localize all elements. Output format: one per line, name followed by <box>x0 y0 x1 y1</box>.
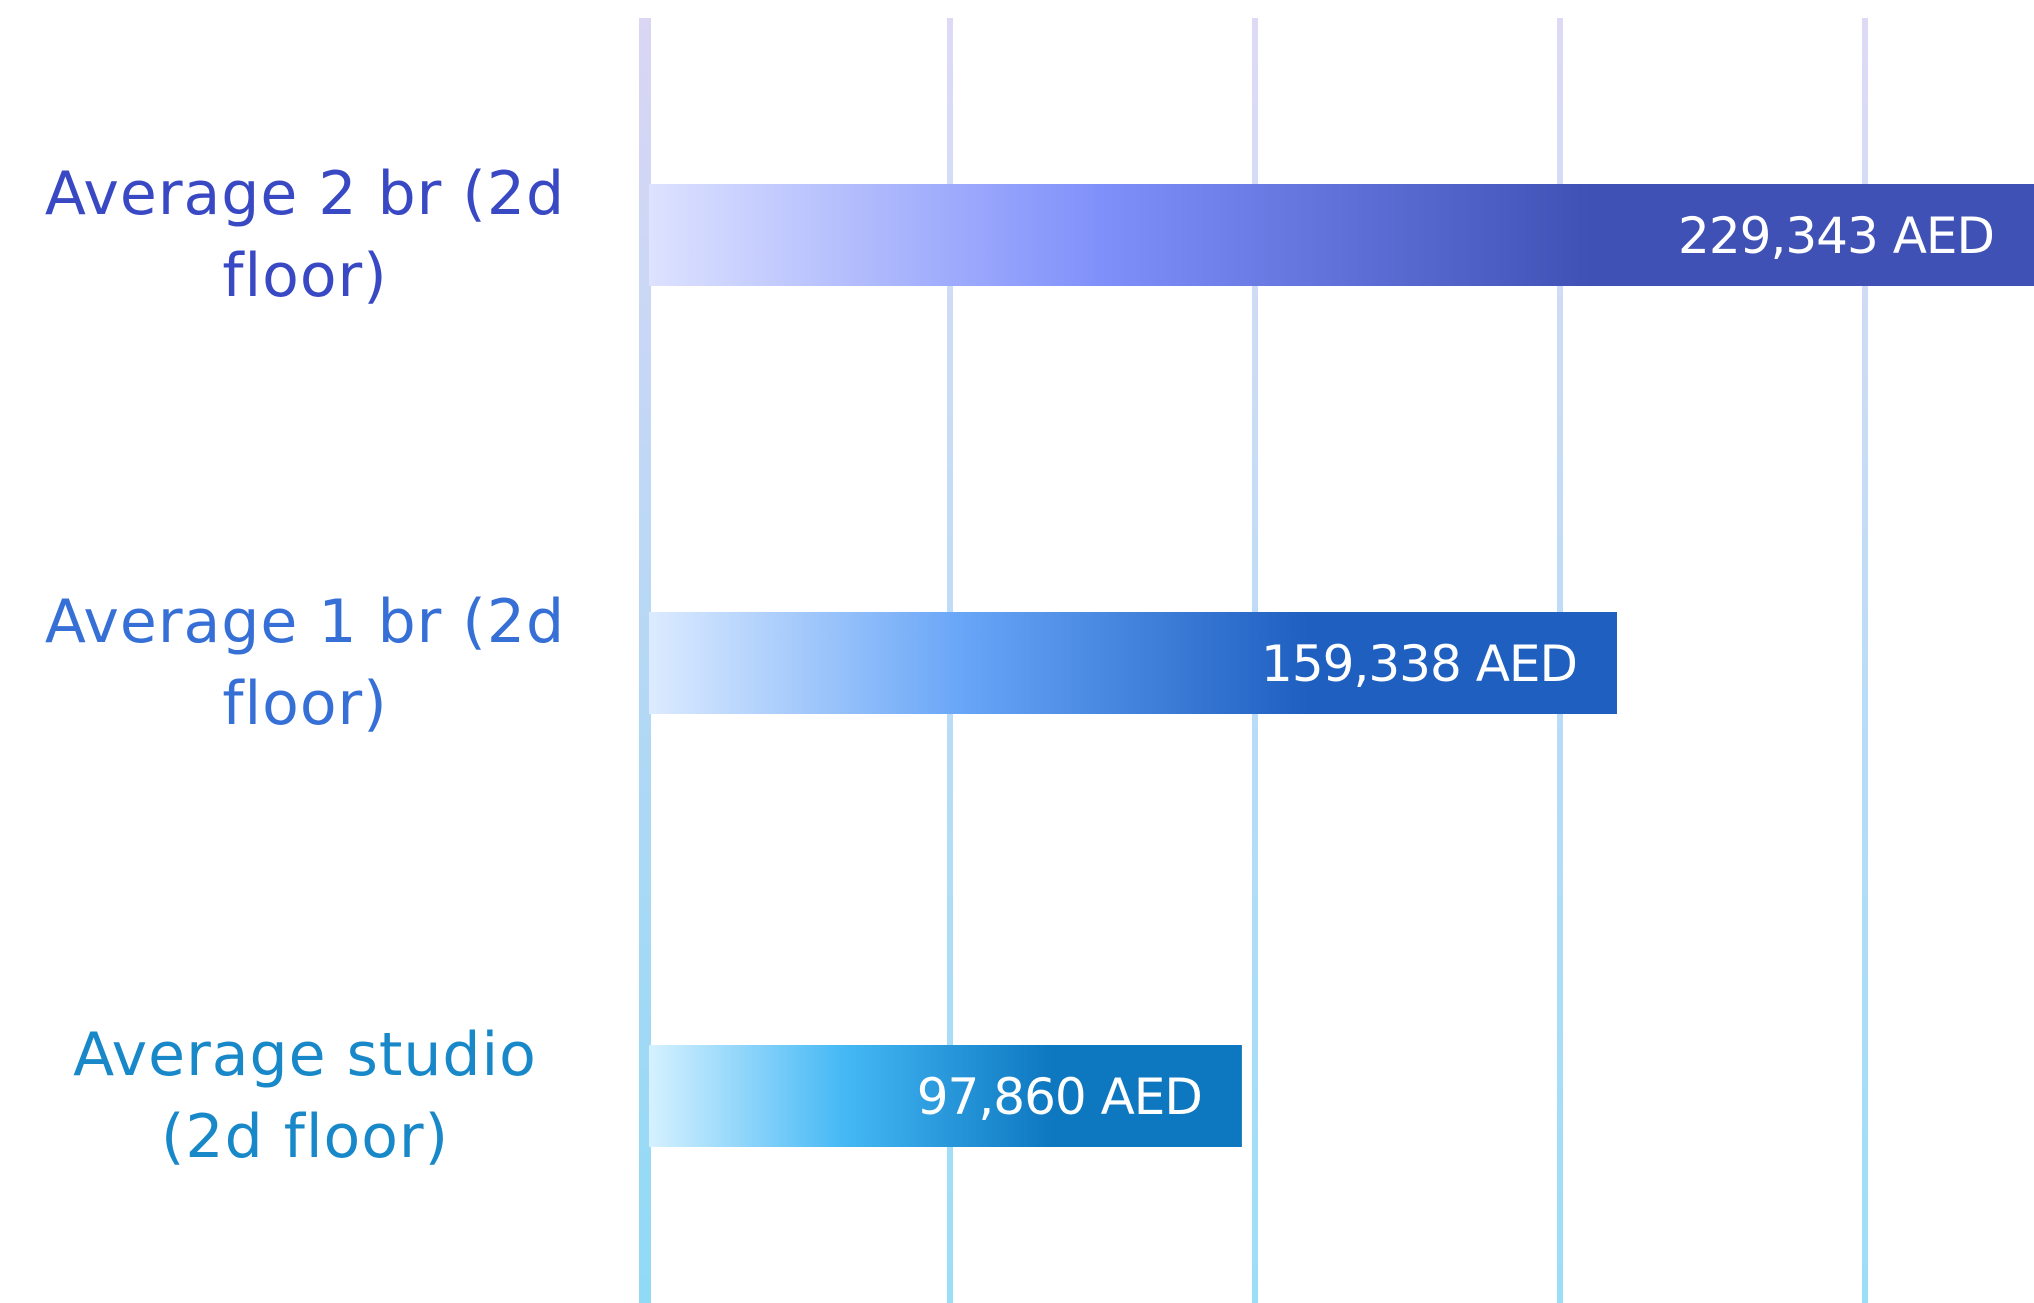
gridline-4 <box>1862 18 1868 1303</box>
bar-1 <box>649 612 1617 714</box>
bar-2 <box>649 1045 1242 1147</box>
category-label-0: Average 2 br (2d floor) <box>45 159 565 311</box>
value-label-2: 97,860 AED <box>917 1068 1202 1126</box>
category-label-2: Average studio (2d floor) <box>73 1020 537 1172</box>
axis-baseline <box>639 18 651 1303</box>
value-labels: 229,343 AED 159,338 AED 97,860 AED <box>917 207 1995 1126</box>
bars <box>649 184 2034 1147</box>
category-labels: Average 2 br (2d floor) Average 1 br (2d fl… <box>45 159 565 1172</box>
bar-0 <box>649 184 2034 286</box>
value-label-1: 159,338 AED <box>1261 635 1577 693</box>
category-label-1: Average 1 br (2d floor) <box>45 587 565 739</box>
value-label-0: 229,343 AED <box>1678 207 1994 265</box>
